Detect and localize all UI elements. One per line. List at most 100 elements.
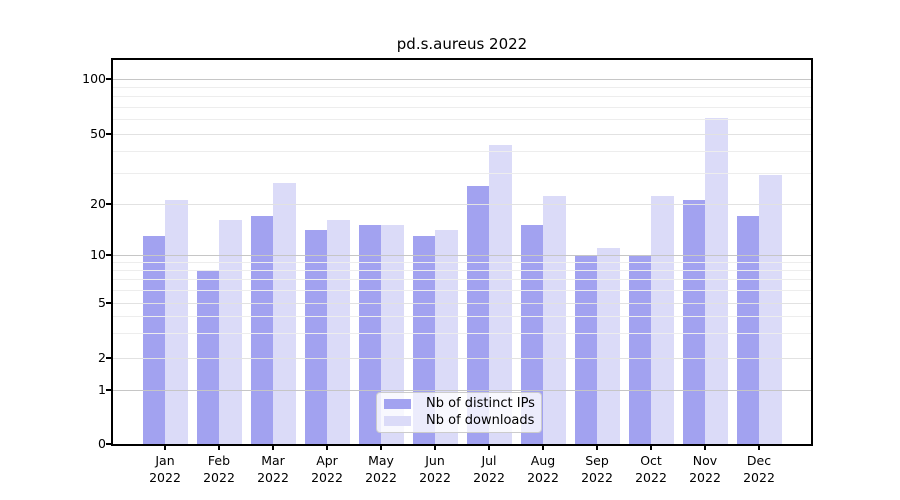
year-label: 2022 [635,470,667,485]
bar-nb-of-downloads-jul-2022 [489,145,512,444]
y-tick-label-1: 1 [98,381,106,397]
gridline-y-10 [113,255,811,256]
month-label: Dec [746,453,772,468]
x-tick-aug-2022 [542,446,544,450]
year-label: 2022 [365,470,397,485]
month-label: Feb [207,453,231,468]
x-tick-label-apr-2022: Apr 2022 [297,452,357,486]
x-tick-label-feb-2022: Feb 2022 [189,452,249,486]
x-tick-label-oct-2022: Oct 2022 [621,452,681,486]
legend-label-nb-of-downloads: Nb of downloads [426,413,535,429]
gridline-y-1 [113,389,811,391]
x-tick-jul-2022 [488,446,490,450]
bar-nb-of-distinct-ips-jul-2022 [466,186,489,444]
gridline-y-100 [113,78,811,80]
year-label: 2022 [149,470,181,485]
y-tick-100 [106,77,111,80]
bar-nb-of-distinct-ips-jan-2022 [142,235,165,444]
gridline-y-6 [113,290,811,291]
year-label: 2022 [689,470,721,485]
x-tick-label-jun-2022: Jun 2022 [405,452,465,486]
gridline-y-30 [113,172,811,174]
gridline-y-50 [113,133,811,135]
chart-title: pd.s.aureus 2022 [396,35,528,53]
x-tick-label-mar-2022: Mar 2022 [243,452,303,486]
x-tick-label-jul-2022: Jul 2022 [459,452,519,486]
year-label: 2022 [581,470,613,485]
y-tick-label-10: 10 [90,247,106,262]
bar-nb-of-distinct-ips-feb-2022 [196,270,219,444]
legend: Nb of distinct IPs Nb of downloads [376,392,542,433]
month-label: Jul [481,453,497,468]
gridline-y-20 [113,203,811,205]
y-tick-1 [106,388,111,391]
x-tick-label-nov-2022: Nov 2022 [675,452,735,486]
x-tick-label-dec-2022: Dec 2022 [729,452,789,486]
y-tick-label-5: 5 [98,294,106,310]
month-label: May [368,453,394,468]
bar-nb-of-distinct-ips-oct-2022 [628,255,651,444]
y-tick-2 [106,356,111,359]
bar-nb-of-distinct-ips-sep-2022 [574,255,597,444]
bar-nb-of-downloads-jan-2022 [165,199,188,444]
gridline-y-4 [113,315,811,317]
x-tick-jun-2022 [434,446,436,450]
y-tick-10 [106,254,111,256]
bar-nb-of-downloads-dec-2022 [759,175,782,444]
gridline-y-8 [113,270,811,272]
y-tick-5 [106,301,111,304]
gridline-y-90 [113,86,811,88]
gridline-y-2 [113,357,811,359]
x-tick-nov-2022 [704,446,706,450]
bar-nb-of-downloads-nov-2022 [705,117,728,444]
x-tick-label-jan-2022: Jan 2022 [135,452,195,486]
gridline-y-70 [113,106,811,108]
year-label: 2022 [257,470,289,485]
gridline-y-40 [113,150,811,152]
year-label: 2022 [527,470,559,485]
legend-swatch-nb-of-distinct-ips [384,398,411,409]
x-tick-apr-2022 [326,446,328,450]
x-tick-feb-2022 [218,446,220,450]
month-label: Mar [261,453,285,468]
bar-nb-of-distinct-ips-jun-2022 [412,235,435,444]
y-tick-0 [106,443,111,445]
y-tick-label-20: 20 [90,195,106,211]
legend-item-nb-of-distinct-ips: Nb of distinct IPs [384,395,541,411]
year-label: 2022 [203,470,235,485]
bar-nb-of-downloads-aug-2022 [543,196,566,444]
bar-nb-of-downloads-sep-2022 [597,247,620,444]
month-label: Sep [585,453,609,468]
gridline-y-60 [113,119,811,121]
month-label: Oct [640,453,662,468]
x-tick-label-may-2022: May 2022 [351,452,411,486]
gridline-y-7 [113,279,811,281]
gridline-y-80 [113,96,811,98]
month-label: Jan [155,453,175,468]
year-label: 2022 [743,470,775,485]
y-tick-20 [106,202,111,205]
gridline-y-5 [113,302,811,304]
year-label: 2022 [311,470,343,485]
x-tick-sep-2022 [596,446,598,450]
bar-nb-of-distinct-ips-mar-2022 [250,215,273,444]
y-tick-50 [106,132,111,135]
y-tick-label-100: 100 [82,70,106,86]
month-label: Apr [316,453,338,468]
bar-nb-of-downloads-apr-2022 [327,220,350,444]
gridline-y-9 [113,262,811,264]
bar-nb-of-distinct-ips-dec-2022 [736,215,759,444]
bar-nb-of-downloads-mar-2022 [273,183,296,444]
x-tick-jan-2022 [164,446,166,450]
plot-area [113,60,811,444]
month-label: Nov [692,453,718,468]
x-tick-may-2022 [380,446,382,450]
y-tick-label-0: 0 [98,436,106,451]
month-label: Aug [530,453,556,468]
legend-label-nb-of-distinct-ips: Nb of distinct IPs [426,395,535,411]
x-tick-oct-2022 [650,446,652,450]
bar-nb-of-distinct-ips-nov-2022 [682,199,705,444]
y-tick-label-50: 50 [90,125,106,141]
month-label: Jun [425,453,445,468]
